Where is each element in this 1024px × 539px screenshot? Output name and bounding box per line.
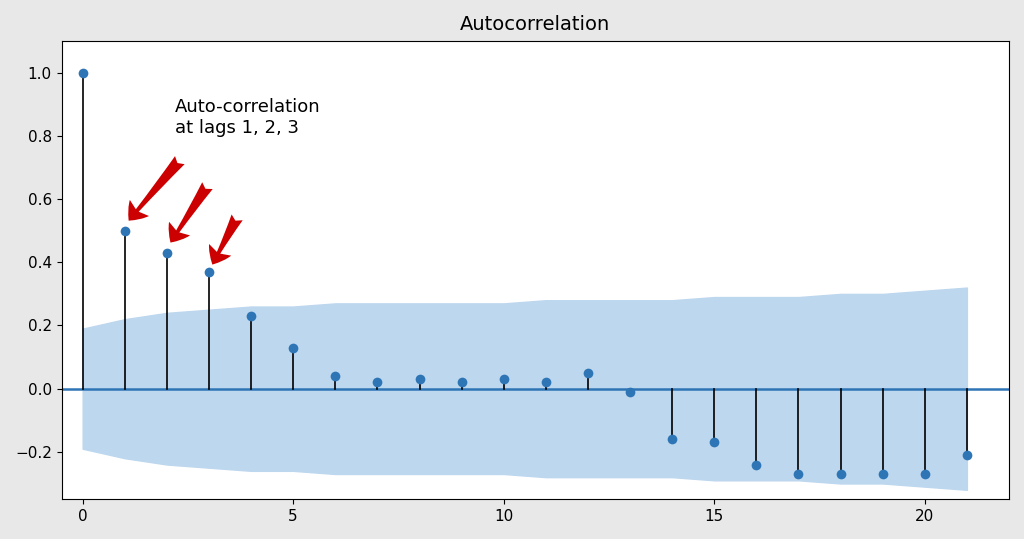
Title: Autocorrelation: Autocorrelation (460, 15, 610, 34)
Text: Auto-correlation
at lags 1, 2, 3: Auto-correlation at lags 1, 2, 3 (175, 98, 321, 137)
